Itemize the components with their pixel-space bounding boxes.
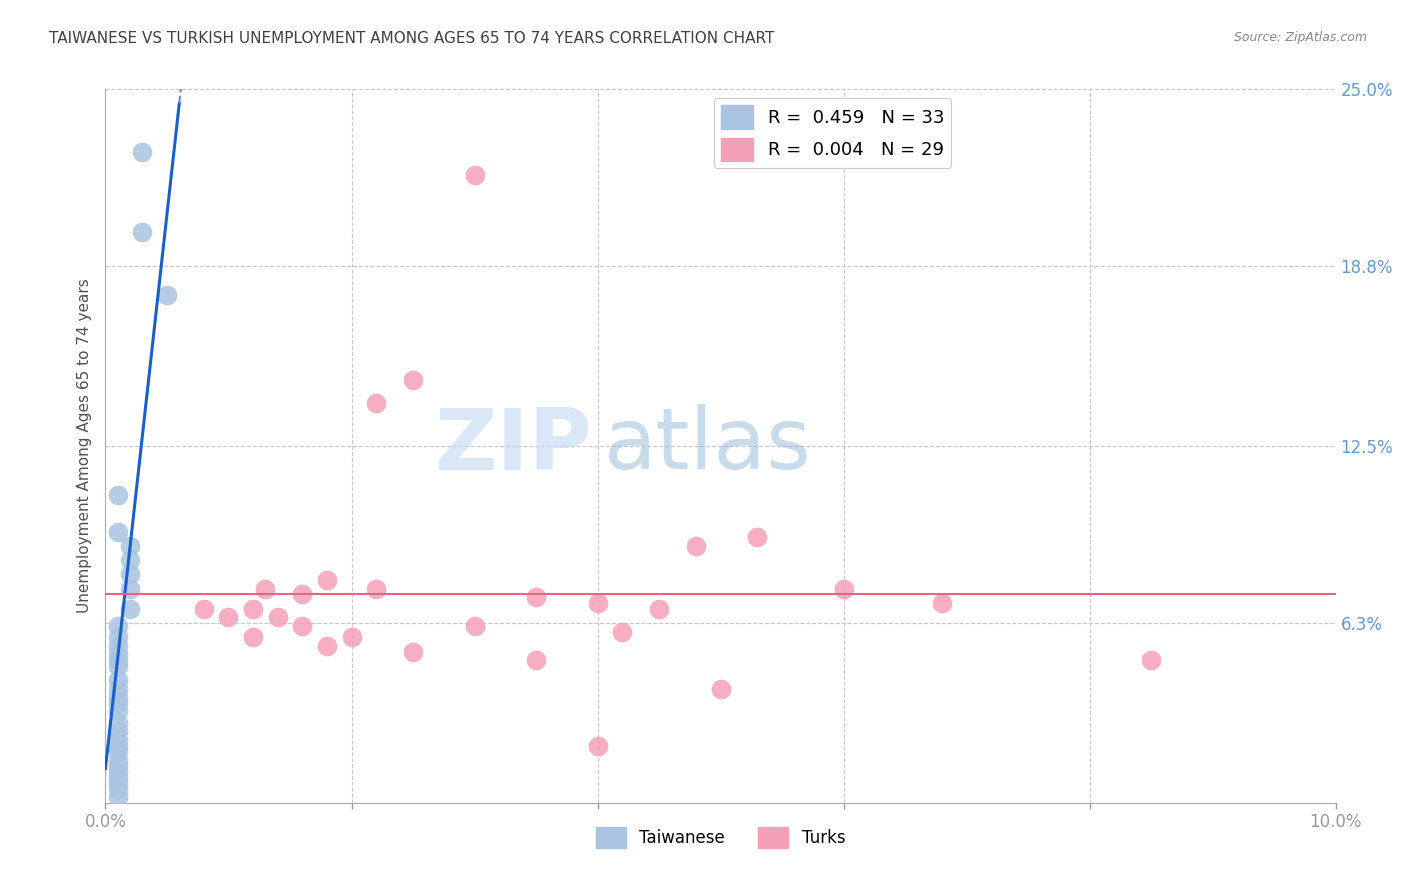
Point (107, 744, 129, 758)
Point (402, 644, 425, 658)
Point (107, 653, 129, 667)
Point (685, 539, 707, 553)
Point (107, 696, 129, 710)
Text: TAIWANESE VS TURKISH UNEMPLOYMENT AMONG AGES 65 TO 74 YEARS CORRELATION CHART: TAIWANESE VS TURKISH UNEMPLOYMENT AMONG … (49, 31, 775, 46)
Point (107, 673, 129, 687)
Legend: Taiwanese, Turks: Taiwanese, Turks (589, 821, 852, 855)
Point (366, 582, 388, 596)
Point (340, 630, 363, 644)
Point (747, 530, 769, 544)
Point (366, 396, 388, 410)
Point (120, 601, 141, 615)
Point (524, 653, 547, 667)
Text: Source: ZipAtlas.com: Source: ZipAtlas.com (1233, 31, 1367, 45)
Point (107, 690, 129, 705)
Point (107, 764, 129, 779)
Point (131, 225, 153, 239)
Point (464, 619, 486, 633)
Point (218, 610, 240, 624)
Point (120, 567, 141, 582)
Point (931, 596, 953, 610)
Point (402, 373, 425, 387)
Point (464, 168, 486, 182)
Point (586, 739, 609, 753)
Point (524, 591, 547, 605)
Point (1140, 653, 1163, 667)
Point (254, 582, 277, 596)
Point (107, 705, 129, 719)
Point (107, 639, 129, 653)
Text: ZIP: ZIP (433, 404, 592, 488)
Point (586, 596, 609, 610)
Point (107, 619, 129, 633)
Point (612, 624, 634, 639)
Point (107, 724, 129, 739)
Point (107, 758, 129, 772)
Point (107, 770, 129, 784)
Point (120, 553, 141, 567)
Point (107, 781, 129, 796)
Point (107, 630, 129, 644)
Point (242, 601, 264, 615)
Point (107, 753, 129, 767)
Point (107, 487, 129, 501)
Point (107, 790, 129, 805)
Point (193, 601, 215, 615)
Text: atlas: atlas (603, 404, 811, 488)
Point (315, 639, 337, 653)
Point (107, 739, 129, 753)
Point (242, 630, 264, 644)
Point (107, 776, 129, 790)
Point (120, 539, 141, 553)
Point (120, 582, 141, 596)
Point (291, 619, 314, 633)
Point (131, 145, 153, 159)
Point (648, 601, 671, 615)
Point (107, 658, 129, 673)
Y-axis label: Unemployment Among Ages 65 to 74 years: Unemployment Among Ages 65 to 74 years (76, 278, 91, 614)
Point (315, 573, 337, 587)
Point (107, 715, 129, 730)
Point (710, 681, 733, 696)
Point (107, 524, 129, 539)
Point (291, 587, 314, 601)
Point (107, 681, 129, 696)
Point (267, 610, 290, 624)
Point (107, 648, 129, 662)
Point (156, 287, 179, 301)
Point (107, 733, 129, 747)
Point (832, 582, 855, 596)
